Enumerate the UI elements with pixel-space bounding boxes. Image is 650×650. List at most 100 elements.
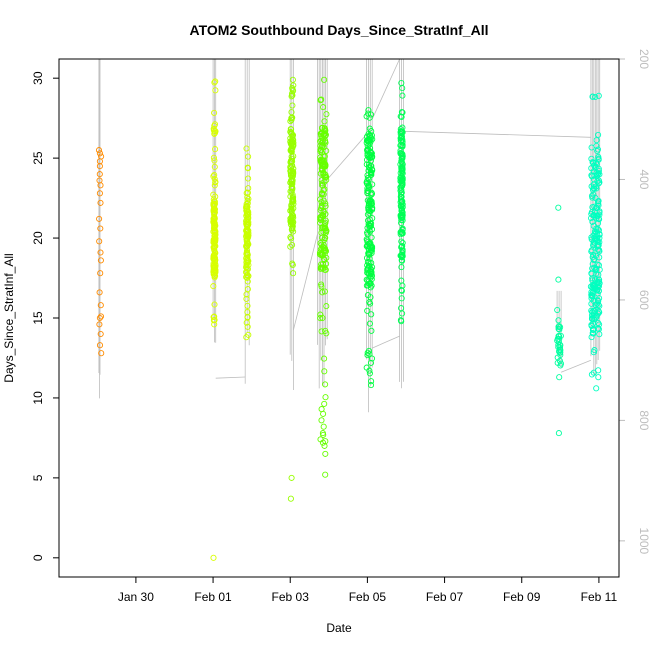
data-point — [556, 357, 563, 364]
data-point — [366, 272, 374, 280]
data-point — [211, 321, 218, 328]
data-point — [319, 234, 326, 241]
data-point — [557, 362, 564, 369]
data-point — [96, 321, 103, 328]
data-point — [320, 153, 327, 160]
data-point — [321, 400, 328, 407]
data-point — [590, 281, 597, 288]
data-point — [211, 157, 218, 164]
data-point — [211, 109, 218, 116]
y-tick-label: 5 — [31, 474, 45, 481]
data-point — [243, 334, 250, 341]
data-point — [595, 287, 603, 294]
data-point — [595, 202, 602, 209]
data-point — [288, 109, 295, 116]
data-point — [596, 302, 603, 310]
data-point — [244, 203, 251, 210]
data-point — [366, 216, 373, 223]
data-point — [243, 295, 250, 302]
data-point — [368, 276, 375, 283]
data-point — [368, 190, 376, 197]
data-point — [594, 235, 601, 242]
data-point — [211, 257, 218, 264]
flight-track-connector — [293, 233, 318, 331]
data-point — [210, 554, 217, 561]
data-point — [557, 349, 564, 356]
data-point — [595, 367, 602, 374]
data-point — [211, 200, 219, 207]
data-point — [319, 182, 326, 189]
data-point — [595, 310, 602, 317]
data-point — [321, 173, 328, 180]
data-point — [397, 190, 405, 197]
data-point — [243, 212, 250, 219]
data-point — [593, 287, 600, 294]
data-point — [211, 79, 218, 86]
x-tick-label: Jan 30 — [118, 590, 154, 604]
data-point — [212, 179, 219, 186]
data-point — [366, 114, 373, 121]
data-point — [588, 270, 595, 277]
data-point — [212, 146, 219, 153]
data-point — [321, 118, 328, 125]
data-point — [211, 129, 219, 136]
data-point — [211, 163, 218, 170]
data-point — [211, 246, 218, 253]
data-point — [368, 355, 376, 362]
data-point — [320, 131, 327, 138]
data-point — [289, 102, 296, 109]
data-point — [366, 263, 373, 270]
data-point — [594, 198, 602, 205]
data-point — [594, 297, 601, 304]
data-point — [322, 200, 329, 207]
data-point — [289, 76, 296, 83]
data-point — [243, 145, 250, 152]
data-point — [288, 148, 295, 155]
data-point — [364, 292, 371, 299]
data-point — [397, 161, 404, 168]
x-tick-label: Feb 09 — [503, 590, 541, 604]
data-point — [244, 256, 251, 263]
data-point — [244, 194, 251, 201]
data-point — [318, 191, 325, 198]
data-point — [399, 174, 406, 182]
data-point — [287, 147, 294, 154]
data-point — [97, 257, 104, 264]
data-point — [398, 155, 405, 162]
data-point — [398, 207, 406, 214]
data-point — [591, 231, 598, 238]
data-point — [97, 225, 104, 232]
data-point — [317, 315, 324, 322]
data-point — [556, 374, 563, 381]
data-point — [290, 270, 297, 277]
data-point — [397, 142, 404, 149]
data-point — [322, 203, 329, 210]
flight-track-connector — [326, 134, 367, 180]
data-point — [399, 152, 406, 159]
data-point — [211, 243, 218, 250]
data-point — [592, 252, 600, 259]
data-point — [287, 243, 294, 250]
data-point — [244, 313, 251, 321]
data-point — [318, 328, 325, 335]
data-point — [398, 133, 405, 140]
data-point — [398, 193, 405, 200]
data-point — [211, 254, 218, 261]
data-point — [398, 79, 405, 87]
data-point — [289, 221, 296, 228]
data-point — [211, 171, 218, 179]
data-point — [211, 182, 218, 189]
data-point — [397, 175, 404, 182]
data-point — [210, 125, 217, 132]
data-point — [320, 104, 327, 111]
data-point — [210, 283, 217, 290]
data-point — [588, 144, 595, 151]
data-point — [317, 142, 324, 149]
y2-tick-label: 800 — [637, 410, 650, 430]
data-point — [595, 301, 602, 308]
data-point — [397, 196, 405, 203]
data-point — [367, 382, 375, 389]
data-point — [96, 289, 103, 296]
data-point — [399, 142, 406, 149]
